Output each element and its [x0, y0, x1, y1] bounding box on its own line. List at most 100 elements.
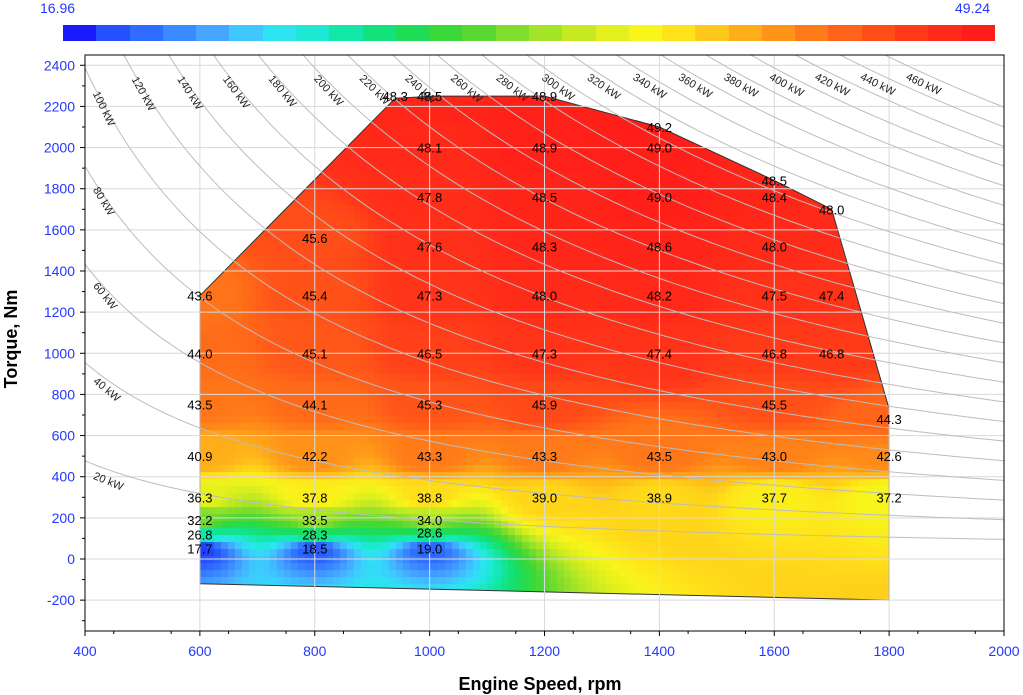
contour-cell: [570, 297, 579, 305]
contour-cell: [829, 423, 838, 431]
contour-cell: [409, 297, 418, 305]
contour-cell: [346, 290, 355, 298]
contour-cell: [325, 423, 334, 431]
contour-cell: [766, 108, 775, 116]
contour-cell: [822, 178, 831, 186]
contour-cell: [766, 430, 775, 438]
contour-cell: [661, 409, 670, 417]
contour-cell: [465, 430, 474, 438]
contour-cell: [717, 332, 726, 340]
colorbar-swatch: [861, 25, 896, 41]
contour-cell: [381, 248, 390, 256]
contour-cell: [794, 311, 803, 319]
contour-cell: [661, 381, 670, 389]
contour-cell: [626, 374, 635, 382]
contour-cell: [542, 178, 551, 186]
contour-cell: [346, 430, 355, 438]
contour-cell: [304, 171, 313, 179]
contour-cell: [374, 248, 383, 256]
contour-cell: [675, 388, 684, 396]
contour-cell: [290, 346, 299, 354]
contour-cell: [206, 220, 215, 228]
contour-cell: [780, 353, 789, 361]
contour-cell: [829, 276, 838, 284]
contour-cell: [227, 374, 236, 382]
contour-cell: [227, 192, 236, 200]
colorbar-swatch: [96, 25, 130, 41]
contour-cell: [675, 269, 684, 277]
contour-cell: [472, 136, 481, 144]
contour-cell: [808, 388, 817, 396]
contour-cell: [647, 409, 656, 417]
contour-cell: [444, 96, 453, 102]
contour-cell: [416, 199, 425, 207]
contour-cell: [612, 143, 621, 151]
contour-cell: [703, 297, 712, 305]
contour-cell: [801, 311, 810, 319]
contour-cell: [360, 101, 369, 109]
contour-cell: [710, 234, 719, 242]
contour-cell: [234, 234, 243, 242]
contour-cell: [724, 220, 733, 228]
contour-cell: [619, 339, 628, 347]
contour-cell: [269, 318, 278, 326]
contour-cell: [472, 332, 481, 340]
contour-cell: [731, 234, 740, 242]
contour-cell: [304, 136, 313, 144]
contour-cell: [507, 437, 516, 445]
contour-cell: [878, 297, 887, 305]
contour-cell: [563, 283, 572, 291]
contour-cell: [262, 290, 271, 298]
contour-cell: [479, 395, 488, 403]
contour-cell: [507, 374, 516, 382]
contour-cell: [528, 339, 537, 347]
contour-cell: [318, 367, 327, 375]
contour-cell: [724, 437, 733, 445]
contour-cell: [696, 220, 705, 228]
contour-cell: [598, 423, 607, 431]
contour-cell: [262, 297, 271, 305]
contour-cell: [381, 178, 390, 186]
contour-cell: [339, 430, 348, 438]
contour-cell: [360, 367, 369, 375]
contour-cell: [311, 360, 320, 368]
contour-cell: [745, 332, 754, 340]
contour-cell: [451, 388, 460, 396]
contour-cell: [661, 143, 670, 151]
contour-cell: [668, 255, 677, 263]
contour-cell: [255, 430, 264, 438]
contour-cell: [332, 381, 341, 389]
contour-cell: [584, 108, 593, 116]
contour-cell: [556, 318, 565, 326]
contour-cell: [276, 430, 285, 438]
contour-cell: [675, 402, 684, 410]
contour-cell: [836, 346, 845, 354]
contour-cell: [619, 143, 628, 151]
contour-cell: [570, 143, 579, 151]
contour-cell: [339, 367, 348, 375]
contour-cell: [885, 409, 890, 417]
contour-cell: [269, 143, 278, 151]
contour-cell: [304, 444, 313, 452]
contour-cell: [199, 437, 208, 445]
contour-cell: [689, 430, 698, 438]
contour-cell: [500, 290, 509, 298]
contour-cell: [507, 430, 516, 438]
contour-cell: [395, 96, 404, 102]
contour-cell: [374, 325, 383, 333]
contour-cell: [850, 115, 859, 123]
contour-cell: [213, 290, 222, 298]
contour-cell: [206, 346, 215, 354]
contour-cell: [276, 444, 285, 452]
contour-cell: [703, 213, 712, 221]
contour-cell: [724, 402, 733, 410]
contour-cell: [535, 381, 544, 389]
contour-cell: [780, 157, 789, 165]
contour-cell: [353, 402, 362, 410]
contour-cell: [668, 374, 677, 382]
contour-cell: [675, 248, 684, 256]
contour-cell: [661, 101, 670, 109]
contour-cell: [759, 248, 768, 256]
contour-cell: [220, 388, 229, 396]
contour-cell: [668, 150, 677, 158]
